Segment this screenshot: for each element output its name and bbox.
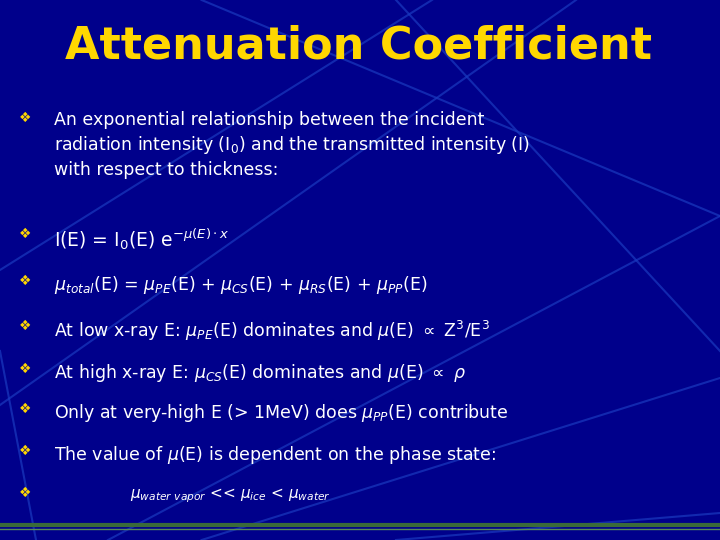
Text: Only at very-high E (> 1MeV) does $\mu_{PP}$(E) contribute: Only at very-high E (> 1MeV) does $\mu_{… (54, 402, 508, 424)
Text: ❖: ❖ (19, 444, 32, 458)
Text: ❖: ❖ (19, 274, 32, 288)
Text: I(E) = I$_0$(E) e$^{-\mu(E)\cdot x}$: I(E) = I$_0$(E) e$^{-\mu(E)\cdot x}$ (54, 227, 230, 252)
Text: At high x-ray E: $\mu_{CS}$(E) dominates and $\mu$(E) $\propto$ $\rho$: At high x-ray E: $\mu_{CS}$(E) dominates… (54, 362, 466, 384)
Text: An exponential relationship between the incident
radiation intensity (I$_0$) and: An exponential relationship between the … (54, 111, 530, 179)
Text: ❖: ❖ (19, 227, 32, 241)
Text: ❖: ❖ (19, 362, 32, 376)
Text: ❖: ❖ (19, 319, 32, 333)
Text: ❖: ❖ (19, 402, 32, 416)
Text: ❖: ❖ (19, 486, 32, 500)
Text: The value of $\mu$(E) is dependent on the phase state:: The value of $\mu$(E) is dependent on th… (54, 444, 496, 466)
Text: $\mu_{water\ vapor}$ << $\mu_{ice}$ < $\mu_{water}$: $\mu_{water\ vapor}$ << $\mu_{ice}$ < $\… (130, 486, 330, 504)
Text: At low x-ray E: $\mu_{PE}$(E) dominates and $\mu$(E) $\propto$ Z$^3$/E$^3$: At low x-ray E: $\mu_{PE}$(E) dominates … (54, 319, 490, 343)
Text: Attenuation Coefficient: Attenuation Coefficient (65, 24, 652, 68)
Text: ❖: ❖ (19, 111, 32, 125)
Text: $\mu_{total}$(E) = $\mu_{PE}$(E) + $\mu_{CS}$(E) + $\mu_{RS}$(E) + $\mu_{PP}$(E): $\mu_{total}$(E) = $\mu_{PE}$(E) + $\mu_… (54, 274, 428, 296)
